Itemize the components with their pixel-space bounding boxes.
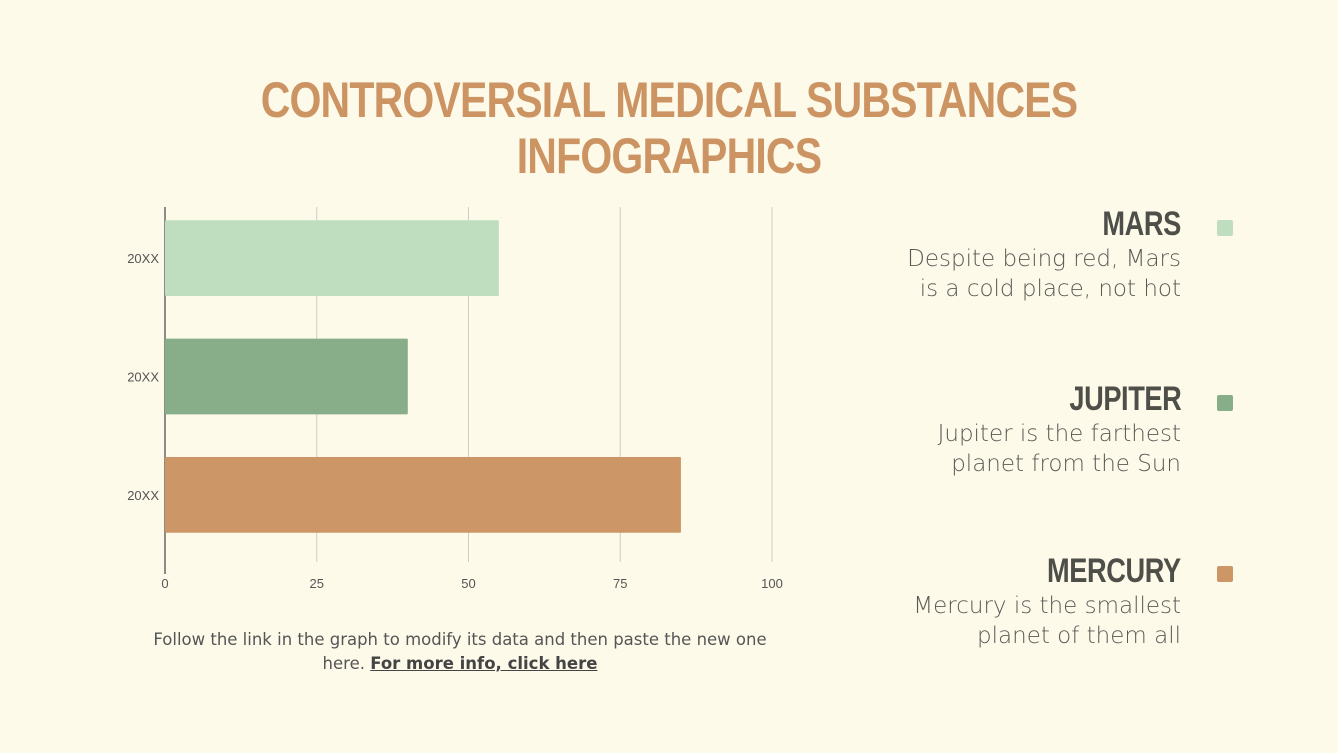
legend-swatch-mercury: [1217, 566, 1233, 582]
bar: [165, 338, 408, 415]
note-text: Follow the link in the graph to modify i…: [153, 630, 767, 673]
legend-item-mercury: MERCURY Mercury is the smallest planet o…: [913, 551, 1181, 651]
x-tick-label: 100: [761, 576, 783, 591]
legend-text: is a cold place, not hot: [919, 276, 1181, 302]
legend-heading: MARS: [1102, 205, 1182, 243]
legend-swatch-jupiter: [1217, 395, 1233, 411]
legend-item-jupiter: JUPITER Jupiter is the farthest planet f…: [937, 379, 1182, 479]
legend-text: Mercury is the smallest: [913, 593, 1181, 619]
legend-text: Jupiter is the farthest: [937, 421, 1181, 447]
legend-text: planet from the Sun: [951, 451, 1181, 477]
x-tick-label: 25: [310, 576, 324, 591]
legend-heading: JUPITER: [1068, 380, 1181, 418]
legend-heading: MERCURY: [1047, 552, 1181, 590]
x-tick-label: 75: [613, 576, 627, 591]
page-title: CONTROVERSIAL MEDICAL SUBSTANCES INFOGRA…: [260, 72, 1078, 184]
y-tick-label: 20XX: [127, 370, 159, 385]
y-tick-label: 20XX: [127, 488, 159, 503]
more-info-link[interactable]: For more info, click here: [370, 654, 598, 673]
footer-note: Follow the link in the graph to modify i…: [130, 628, 790, 676]
bar: [165, 456, 681, 533]
x-tick-label: 0: [161, 576, 168, 591]
legend-swatch-mars: [1217, 220, 1233, 236]
legend-text: planet of them all: [977, 623, 1181, 649]
x-tick-label: 50: [461, 576, 475, 591]
y-tick-label: 20XX: [127, 251, 159, 266]
legend-item-mars: MARS Despite being red, Mars is a cold p…: [907, 204, 1181, 304]
bar: [165, 220, 499, 297]
legend-text: Despite being red, Mars: [907, 246, 1181, 272]
